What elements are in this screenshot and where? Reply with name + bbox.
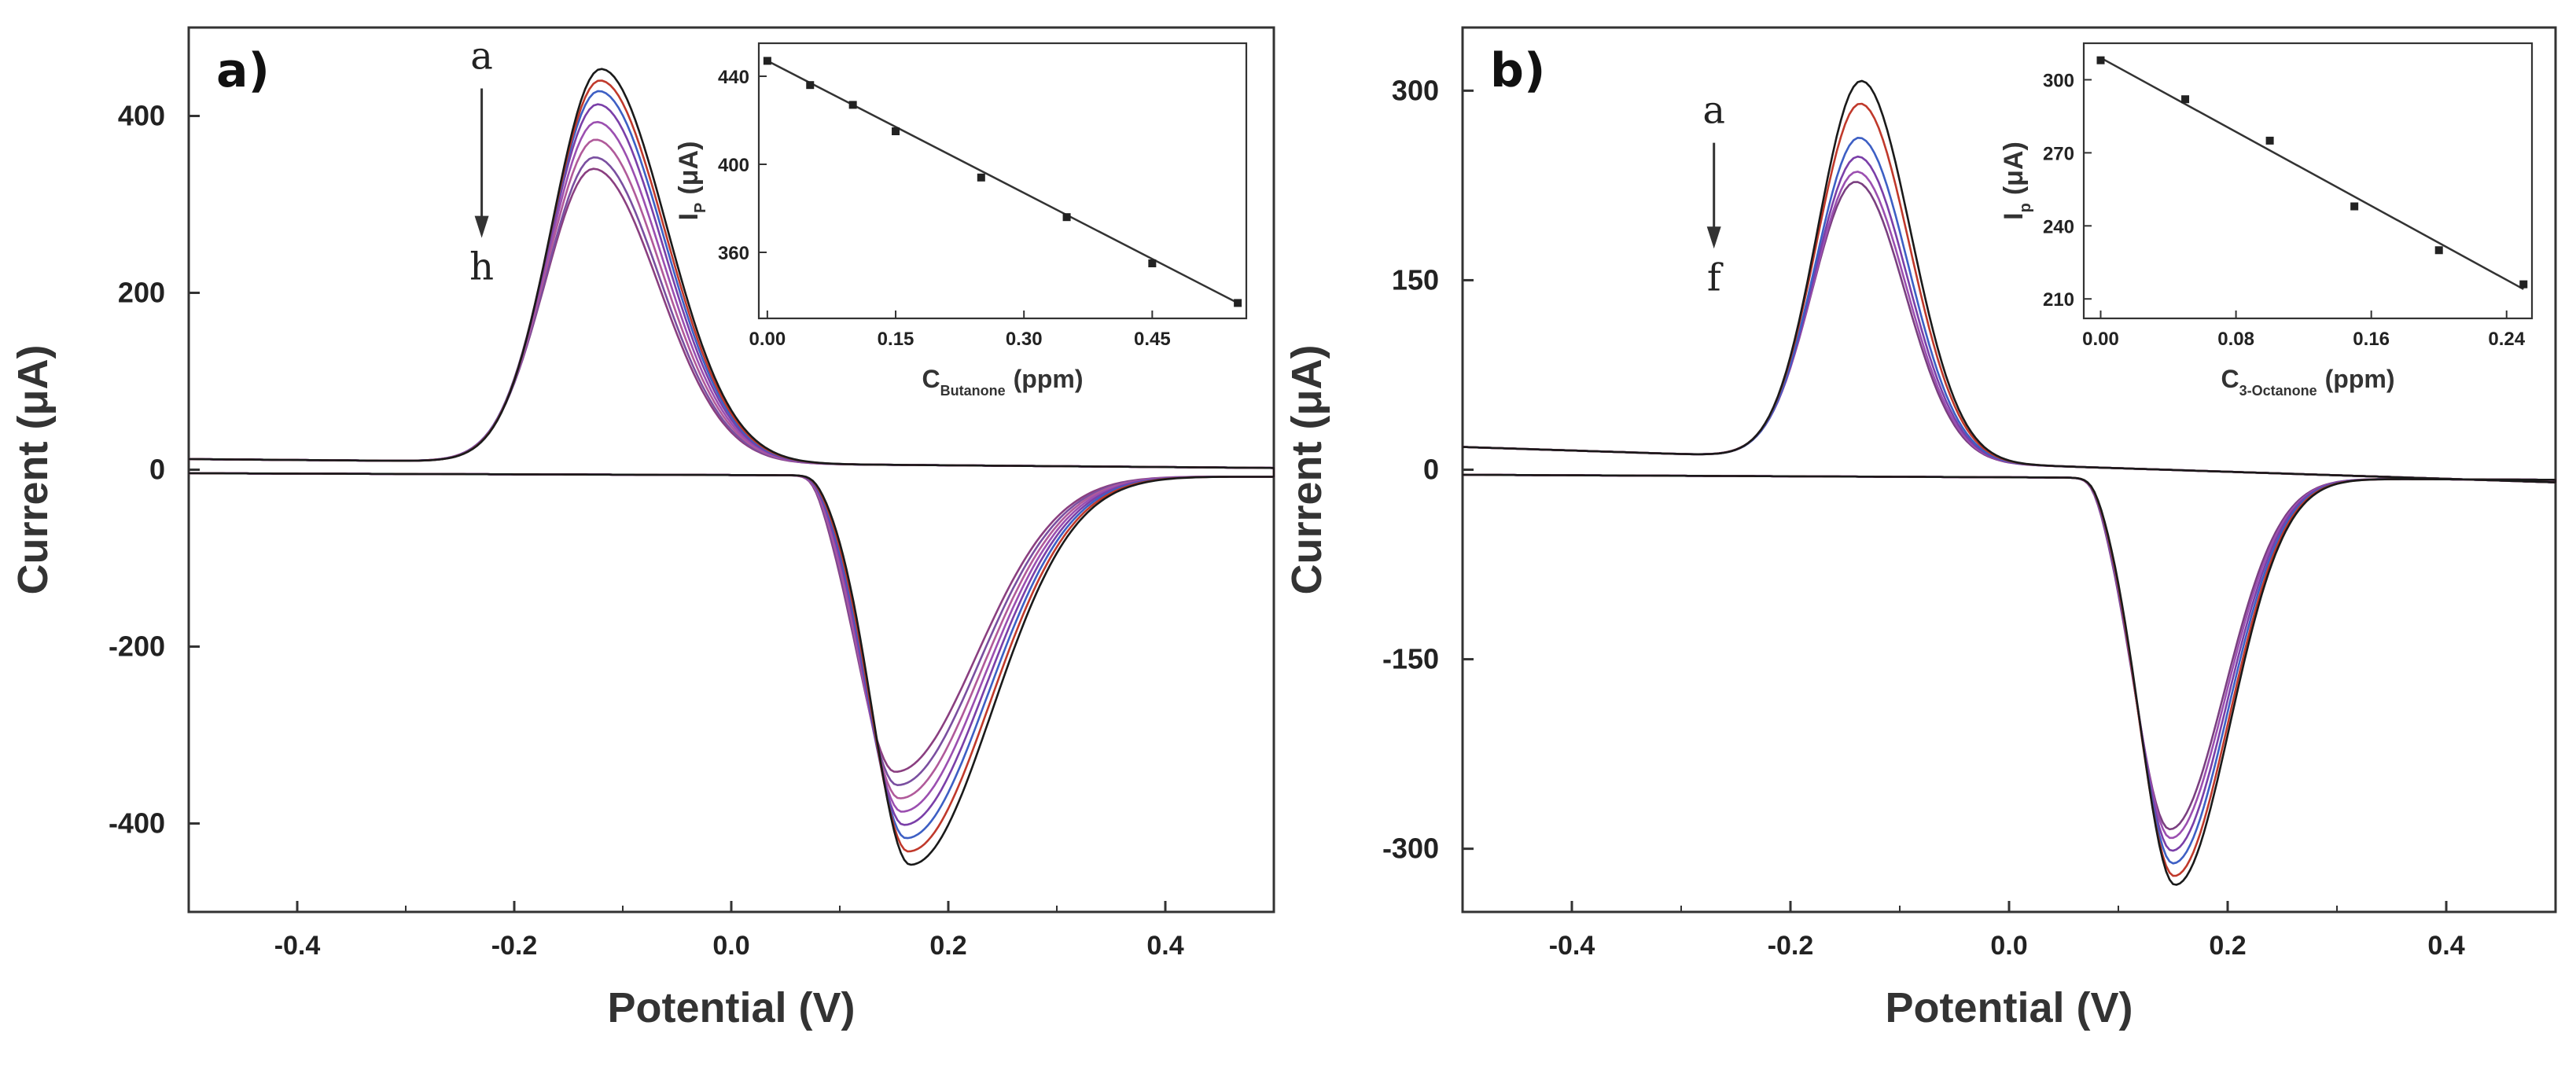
inset-x-tick-label: 0.15 [878, 329, 914, 350]
inset-fit-line [767, 60, 1238, 304]
inset-y-label: IP (μA) [674, 142, 709, 221]
y-tick-label: 300 [1392, 74, 1439, 106]
cv-series-a [189, 68, 1275, 866]
inset-y-label-unit: (μA) [1999, 142, 2029, 195]
inset-x-tick-label: 0.08 [2217, 329, 2254, 350]
y-axis-label: Current (μA) [9, 344, 57, 594]
x-axis-label: Potential (V) [607, 984, 855, 1031]
inset-y-label-main: I [674, 213, 704, 220]
panel-label: a) [216, 43, 270, 98]
inset-x-tick-label: 0.16 [2353, 329, 2390, 350]
panel-b: -0.4 -0.2 0.0 0.2 0.4 -300 -150 0 150 300 Potentia… [1283, 26, 2557, 1031]
inset-x-label-main: C [2221, 365, 2239, 393]
y-tick-label: 200 [118, 277, 165, 309]
inset-data-point [977, 173, 985, 182]
inset-x-label-unit: (ppm) [2325, 365, 2395, 393]
x-tick-label: 0.2 [2209, 931, 2246, 961]
trace-start-label: a [1702, 89, 1725, 133]
y-axis-label: Current (μA) [1283, 344, 1330, 594]
inset-data-point [763, 57, 771, 65]
inset-y-tick-label: 400 [718, 155, 749, 176]
inset-y-tick-label: 240 [2043, 216, 2074, 237]
inset-plot: 0.00 0.08 0.16 0.24 210 240 270 300 C3-Octanone (… [1999, 42, 2534, 399]
y-tick-label: -400 [109, 807, 165, 840]
x-tick-label: 0.0 [712, 931, 749, 961]
inset-y-label: Ip (μA) [1999, 142, 2034, 220]
inset-x-label-unit: (ppm) [1014, 365, 1084, 393]
y-tick-label: 0 [1423, 454, 1439, 486]
y-tick-label: -200 [109, 630, 165, 663]
panel-label: b) [1490, 43, 1545, 98]
x-tick-label: -0.4 [1549, 931, 1595, 961]
inset-data-point [2265, 136, 2274, 145]
inset-fit-line [2099, 57, 2524, 290]
inset-x-tick-label: 0.45 [1134, 329, 1171, 350]
inset-y-label-sub: P [692, 203, 709, 213]
trace-end-label: f [1707, 255, 1724, 300]
cv-series-a [1462, 79, 2557, 886]
inset-x-tick-label: 0.00 [749, 329, 786, 350]
trace-arrow-head [1706, 226, 1721, 249]
inset-y-label-sub: p [2017, 203, 2034, 212]
x-tick-label: 0.4 [1146, 931, 1183, 961]
cv-curves [1462, 79, 2557, 886]
inset-data-point [892, 127, 900, 135]
inset-x-label-main: C [922, 365, 940, 393]
y-tick-label: -150 [1382, 643, 1439, 675]
trace-end-label: h [469, 245, 494, 289]
inset-frame [757, 42, 1248, 320]
inset-y-tick-label: 270 [2043, 143, 2074, 164]
cv-curves [189, 68, 1275, 866]
inset-x-tick-label: 0.00 [2082, 329, 2119, 350]
y-tick-label: 0 [149, 454, 165, 486]
inset-x-tick-label: 0.30 [1006, 329, 1043, 350]
inset-plot: 0.00 0.15 0.30 0.45 360 400 440 CButanone (ppm) I… [674, 42, 1248, 399]
x-tick-label: 0.0 [1990, 931, 2027, 961]
inset-data-point [2350, 202, 2359, 211]
x-tick-label: -0.4 [274, 931, 321, 961]
inset-data-point [2096, 56, 2105, 64]
inset-data-point [1234, 299, 1242, 307]
inset-y-tick-label: 360 [718, 243, 749, 264]
trace-arrow-head [474, 215, 489, 238]
inset-x-label-sub: 3-Octanone [2239, 383, 2317, 399]
inset-data-point [2519, 280, 2528, 289]
x-tick-label: 0.2 [929, 931, 966, 961]
x-tick-label: -0.2 [1768, 931, 1814, 961]
x-tick-label: -0.2 [491, 931, 538, 961]
inset-y-label-main: I [1999, 212, 2029, 219]
inset-x-label-sub: Butanone [940, 383, 1006, 399]
trace-start-label: a [470, 35, 493, 79]
inset-data-point [848, 101, 857, 109]
x-tick-label: 0.4 [2427, 931, 2464, 961]
inset-frame [2082, 42, 2534, 320]
x-axis-label: Potential (V) [1885, 984, 2133, 1031]
y-tick-label: 150 [1392, 263, 1439, 296]
inset-data-point [1148, 259, 1157, 267]
inset-y-tick-label: 300 [2043, 70, 2074, 91]
panel-a: -0.4 -0.2 0.0 0.2 0.4 -400 -200 0 200 400 Potentia… [9, 26, 1275, 1031]
inset-x-label: CButanone (ppm) [922, 365, 1084, 399]
inset-data-point [2181, 95, 2190, 104]
y-tick-label: 400 [118, 100, 165, 132]
inset-y-label-unit: (μA) [674, 142, 704, 195]
y-tick-label: -300 [1382, 833, 1439, 865]
inset-y-tick-label: 440 [718, 67, 749, 88]
inset-x-label: C3-Octanone (ppm) [2221, 365, 2395, 399]
inset-data-point [1062, 213, 1071, 222]
inset-data-point [2434, 246, 2443, 255]
inset-data-point [806, 81, 815, 90]
inset-y-tick-label: 210 [2043, 289, 2074, 311]
inset-x-tick-label: 0.24 [2488, 329, 2525, 350]
